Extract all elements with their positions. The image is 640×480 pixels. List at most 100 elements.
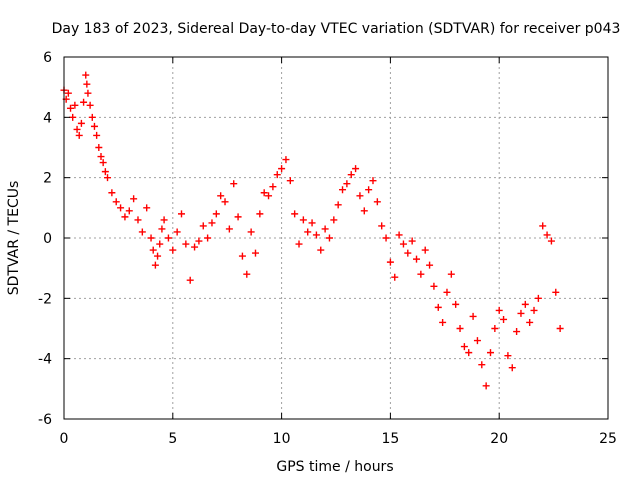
data-point: [312, 231, 320, 239]
data-point: [508, 364, 516, 372]
x-tick-label: 25: [599, 431, 617, 447]
data-point: [147, 234, 155, 242]
data-point: [530, 306, 538, 314]
data-point: [321, 225, 329, 233]
data-point: [317, 246, 325, 254]
data-point: [452, 300, 460, 308]
data-point: [154, 252, 162, 260]
data-point: [430, 282, 438, 290]
data-point: [247, 228, 255, 236]
data-point: [334, 201, 342, 209]
data-point: [504, 352, 512, 360]
y-tick-label: -4: [38, 352, 52, 368]
data-point: [95, 144, 103, 151]
data-point: [278, 165, 286, 173]
x-tick-label: 5: [168, 431, 177, 447]
data-point: [121, 213, 129, 221]
data-point: [539, 222, 547, 230]
data-point: [399, 240, 407, 248]
x-tick-label: 15: [381, 431, 399, 447]
data-point: [212, 210, 220, 218]
data-point: [491, 325, 499, 332]
data-point: [173, 228, 181, 236]
data-point: [251, 249, 259, 257]
data-point: [282, 156, 290, 164]
data-point: [413, 255, 421, 263]
data-point: [352, 165, 360, 173]
data-point: [82, 71, 90, 79]
data-point: [360, 207, 368, 215]
data-point: [339, 186, 347, 194]
data-point: [443, 288, 451, 296]
data-point: [517, 309, 525, 317]
data-point: [234, 213, 242, 221]
data-point: [373, 198, 381, 206]
data-point: [217, 192, 225, 200]
data-point: [543, 231, 551, 239]
data-point: [343, 180, 351, 188]
data-point: [308, 219, 316, 227]
data-point: [80, 98, 88, 106]
data-point: [391, 273, 399, 281]
data-point: [112, 198, 120, 206]
data-point: [426, 261, 434, 269]
data-point: [325, 234, 333, 242]
data-point: [273, 171, 281, 179]
data-point: [143, 204, 151, 212]
data-point: [434, 303, 442, 311]
data-point: [526, 318, 534, 326]
data-point: [195, 237, 203, 245]
data-point: [465, 349, 473, 357]
data-point: [164, 234, 172, 242]
data-point: [99, 159, 107, 167]
data-point: [404, 249, 412, 257]
data-point: [365, 186, 373, 194]
data-point: [169, 246, 177, 254]
data-point: [495, 306, 503, 314]
chart-title: Day 183 of 2023, Sidereal Day-to-day VTE…: [52, 21, 621, 37]
x-tick-label: 10: [273, 431, 291, 447]
data-point: [204, 234, 212, 242]
data-point: [408, 237, 416, 245]
data-point: [286, 177, 294, 185]
data-point: [291, 210, 299, 218]
data-point: [199, 222, 207, 230]
data-point: [238, 252, 246, 260]
data-point: [221, 198, 229, 206]
data-point: [156, 240, 164, 248]
data-point: [117, 204, 125, 212]
data-point: [473, 337, 481, 345]
y-axis-label: SDTVAR / TECUs: [6, 181, 22, 296]
data-point: [86, 101, 94, 109]
data-point: [97, 153, 105, 161]
data-point: [77, 119, 85, 127]
data-point: [265, 192, 273, 200]
axis-ticks: 0 5 10 15 20 25 -6 -4 -2 0 2 4 6: [38, 50, 617, 447]
y-tick-label: -6: [38, 412, 52, 428]
data-point: [73, 125, 81, 133]
data-point: [395, 231, 403, 239]
data-point: [295, 240, 303, 248]
data-point: [447, 270, 455, 278]
data-point: [478, 361, 486, 369]
data-point: [160, 216, 168, 224]
data-point: [460, 343, 468, 351]
data-point: [230, 180, 238, 188]
data-point: [482, 382, 490, 390]
data-point: [378, 222, 386, 230]
data-point: [547, 237, 555, 245]
data-point: [513, 328, 521, 336]
data-point: [130, 195, 138, 203]
grid-lines: [64, 57, 608, 419]
data-point: [101, 168, 109, 176]
data-point: [534, 294, 542, 302]
data-point: [469, 312, 477, 320]
data-point: [304, 228, 312, 236]
data-point: [521, 300, 529, 308]
data-point: [456, 325, 464, 332]
data-point: [83, 80, 91, 88]
data-point: [125, 207, 133, 215]
data-point: [186, 276, 194, 284]
data-point: [386, 258, 394, 266]
data-point: [208, 219, 216, 227]
